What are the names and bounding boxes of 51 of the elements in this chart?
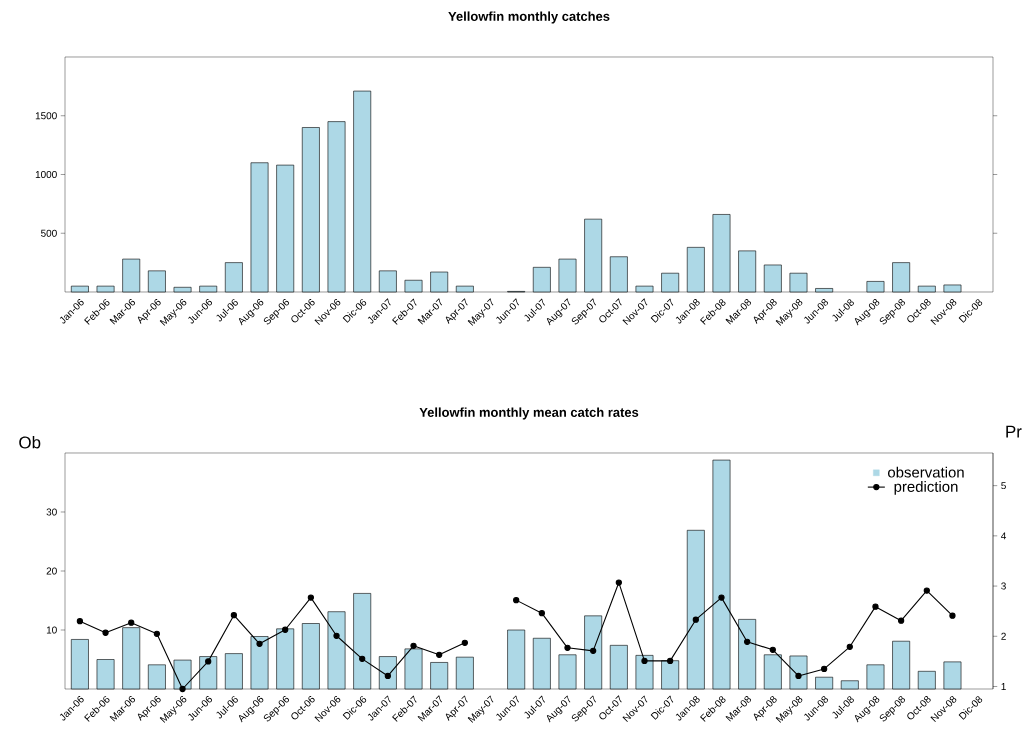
point	[102, 629, 109, 636]
point	[718, 594, 725, 601]
point	[153, 630, 161, 637]
point	[744, 638, 751, 645]
chart-title: Yellowfin monthly catches	[448, 11, 610, 24]
y-tick-label: 20	[46, 567, 57, 575]
point	[359, 655, 366, 663]
point	[872, 603, 879, 610]
point	[410, 642, 417, 649]
point	[282, 626, 289, 633]
y-tick-label: 1500	[35, 112, 57, 120]
point	[513, 596, 520, 604]
legend-label: observation	[888, 466, 964, 478]
point	[179, 685, 186, 693]
point	[205, 658, 212, 665]
y2-tick-label: 5	[1001, 482, 1006, 490]
point	[795, 672, 802, 680]
y2-tick-label: 1	[1001, 683, 1006, 690]
y-tick-label: 1000	[35, 170, 57, 179]
point	[897, 617, 905, 624]
point	[256, 640, 263, 647]
y2-tick-label: 3	[1001, 582, 1006, 590]
point	[76, 618, 84, 625]
y2-tick-label: 2	[1001, 632, 1006, 640]
point	[692, 616, 699, 623]
point	[846, 643, 853, 650]
point	[307, 594, 314, 601]
y-tick-label: 30	[46, 508, 57, 516]
point	[333, 632, 340, 639]
point	[923, 587, 930, 594]
point	[641, 657, 648, 665]
point	[615, 579, 622, 586]
point	[590, 647, 597, 654]
y2-tick-label: 4	[1001, 532, 1007, 540]
point	[667, 657, 674, 665]
legend-label: prediction	[894, 480, 958, 495]
point	[821, 665, 828, 673]
point	[128, 619, 135, 626]
point	[769, 646, 776, 653]
y-tick-label: 500	[41, 229, 57, 237]
y-tick-label: 10	[46, 626, 57, 634]
y2-axis-title: Pr	[1006, 425, 1022, 438]
point	[461, 639, 468, 646]
y-axis-title: Ob	[19, 436, 41, 449]
chart-title: Yellowfin monthly mean catch rates	[419, 407, 639, 420]
point	[949, 612, 956, 619]
point	[538, 610, 545, 617]
point	[564, 644, 571, 651]
point	[436, 651, 443, 658]
point	[230, 612, 238, 619]
point	[384, 672, 391, 680]
